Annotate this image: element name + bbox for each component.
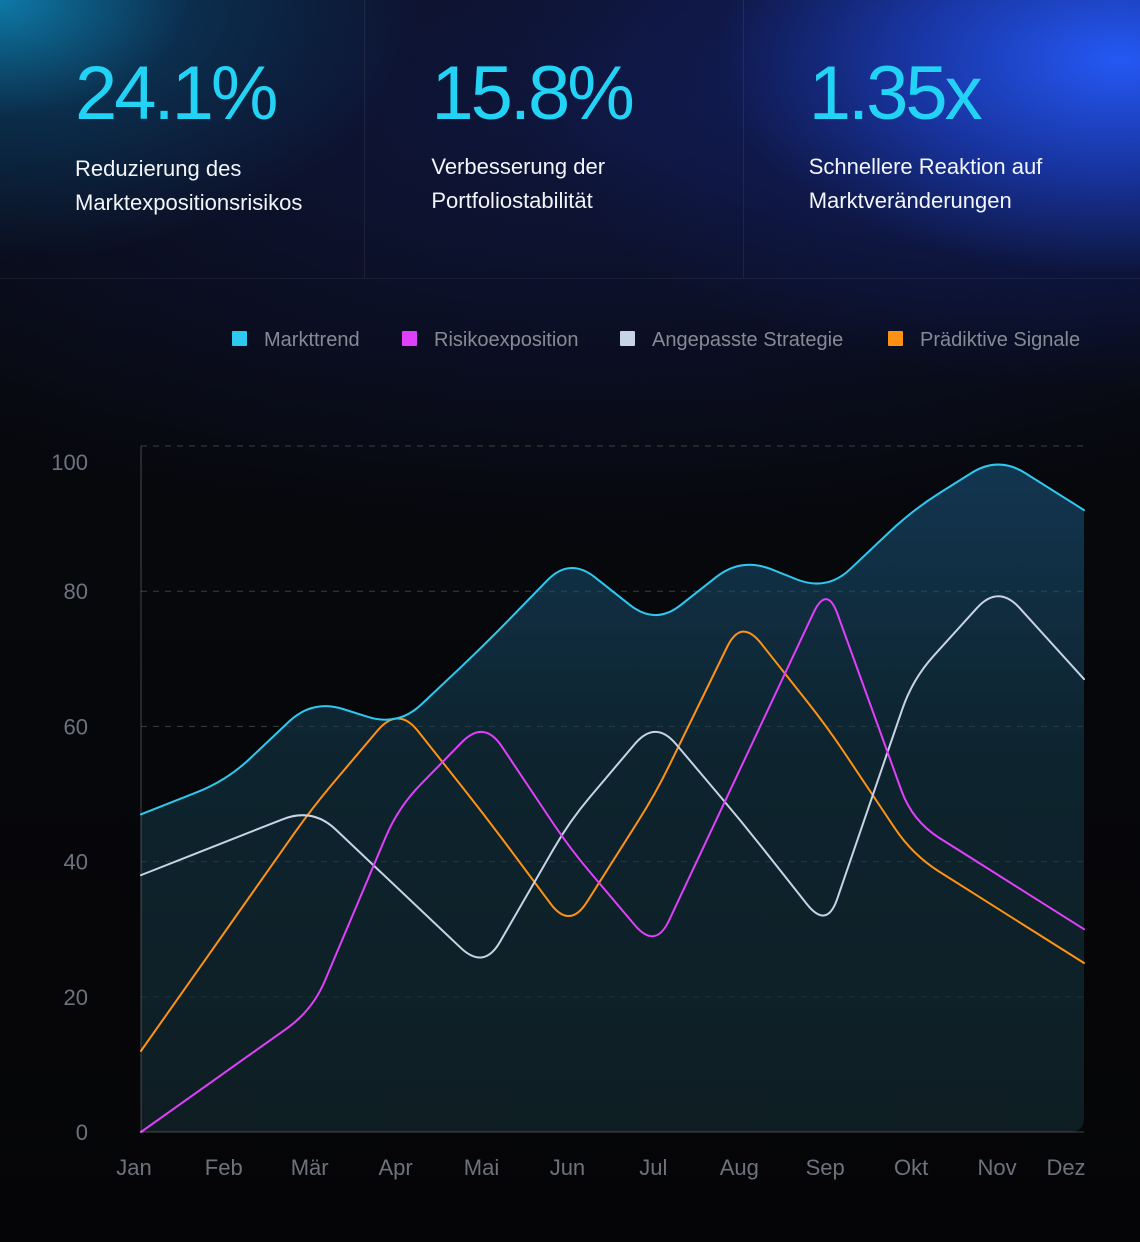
y-tick-label: 40 <box>64 850 88 875</box>
area-fill-markttrend <box>141 464 1084 1132</box>
series-line-angepasste-strategie <box>140 595 1085 959</box>
stat-label-line: Portfoliostabilität <box>431 188 593 213</box>
stat-label: Schnellere Reaktion auf Marktveränderung… <box>809 150 1099 218</box>
stat-value: 1.35x <box>808 51 983 136</box>
stat-card-risk: 24.1% Reduzierung des Marktexpositionsri… <box>0 0 366 278</box>
legend-item-markttrend: Markttrend <box>232 329 360 351</box>
stat-label-line: Marktveränderungen <box>808 188 1012 213</box>
stat-value: 15.8% <box>431 51 634 136</box>
x-tick-label: Nov <box>978 1155 1017 1180</box>
legend-swatch <box>888 331 903 346</box>
legend-swatch <box>402 331 417 346</box>
stat-label-line: Verbesserung der <box>431 154 606 179</box>
y-tick-label: 20 <box>64 985 88 1010</box>
stats-row: 24.1% Reduzierung des Marktexpositionsri… <box>0 0 1140 279</box>
x-tick-label: Aug <box>720 1155 759 1180</box>
x-tick-label: Dez <box>1046 1155 1085 1180</box>
legend-label: Prädiktive Signale <box>920 329 1080 351</box>
axes: 0 20 40 60 80 100 Jan Feb Mär Apr Mai Jun Jul Aug Sep O… <box>51 446 1086 1180</box>
y-tick-label: 100 <box>51 450 88 475</box>
series-line-markttrend <box>140 463 1085 816</box>
stat-label-line: Schnellere Reaktion auf <box>808 154 1043 179</box>
legend-label: Risikoexposition <box>434 329 579 351</box>
stat-label: Verbesserung der Portfoliostabilität <box>431 150 721 218</box>
x-tick-label: Apr <box>378 1155 412 1180</box>
stat-label-line: Marktexpositionsrisikos <box>75 190 303 215</box>
x-tick-label: Sep <box>806 1155 845 1180</box>
y-tick-label: 80 <box>64 579 88 604</box>
legend-item-risikoexposition: Risikoexposition <box>402 329 579 351</box>
series-lines <box>140 463 1085 1133</box>
legend: Markttrend Risikoexposition Angepasste Str… <box>232 329 1080 351</box>
y-tick-label: 0 <box>76 1120 88 1145</box>
x-tick-label: Mär <box>291 1155 329 1180</box>
stat-label: Reduzierung des Marktexpositionsrisikos <box>75 152 365 220</box>
stat-card-reaction: 1.35x Schnellere Reaktion auf Marktverän… <box>744 0 1140 278</box>
legend-label: Markttrend <box>264 329 360 351</box>
x-tick-label: Feb <box>205 1155 243 1180</box>
stat-label-line: Reduzierung des <box>75 156 242 181</box>
legend-item-angepasste-strategie: Angepasste Strategie <box>620 329 843 351</box>
x-tick-label: Mai <box>464 1155 499 1180</box>
legend-swatch <box>620 331 635 346</box>
legend-item-prädiktive-signale: Prädiktive Signale <box>888 329 1080 351</box>
legend-label: Angepasste Strategie <box>652 329 843 351</box>
legend-swatch <box>232 331 247 346</box>
x-tick-label: Jul <box>639 1155 667 1180</box>
series-line-risikoexposition <box>140 598 1085 1133</box>
x-tick-label: Jan <box>116 1155 151 1180</box>
series-line-prädiktive-signale <box>140 630 1085 1052</box>
x-tick-label: Okt <box>894 1155 928 1180</box>
stat-value: 24.1% <box>75 51 278 136</box>
stat-card-stability: 15.8% Verbesserung der Portfoliostabilit… <box>365 0 744 278</box>
area-layer <box>141 464 1084 1132</box>
y-tick-label: 60 <box>64 714 88 739</box>
x-tick-label: Jun <box>550 1155 585 1180</box>
